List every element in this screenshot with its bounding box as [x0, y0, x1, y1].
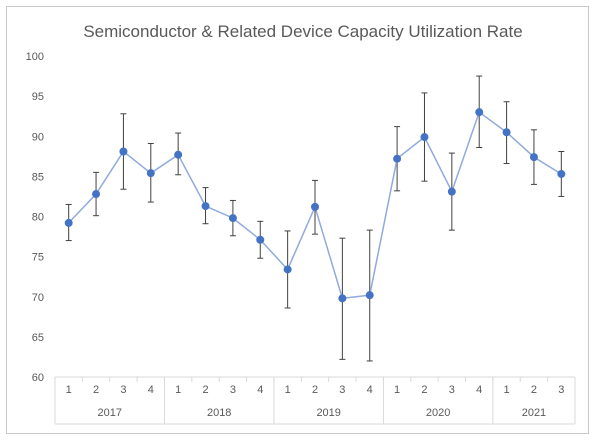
x-tick-label: 2 — [421, 384, 427, 396]
data-point — [228, 214, 237, 223]
data-point — [283, 265, 292, 274]
y-tick-label: 95 — [32, 91, 44, 103]
data-point — [64, 218, 73, 227]
x-tick-label: 1 — [175, 384, 181, 396]
data-point — [201, 202, 210, 211]
x-tick-label: 3 — [449, 384, 455, 396]
data-point — [529, 153, 538, 162]
error-bars — [65, 75, 565, 362]
x-tick-label: 1 — [504, 384, 510, 396]
data-points — [64, 108, 566, 303]
data-point — [146, 169, 155, 178]
x-tick-label: 2 — [531, 384, 537, 396]
x-tick-label: 2 — [312, 384, 318, 396]
data-point — [557, 169, 566, 178]
x-tick-label: 1 — [394, 384, 400, 396]
y-axis: 60 65 70 75 80 85 90 95 100 — [26, 51, 44, 384]
y-tick-label: 75 — [32, 252, 44, 264]
x-tick-label: 4 — [148, 384, 154, 396]
x-tick-label: 3 — [558, 384, 564, 396]
x-tick-label: 4 — [476, 384, 482, 396]
x-tick-labels: 1 2 3 4 1 2 3 4 1 2 3 4 1 2 3 4 1 2 3 — [66, 384, 565, 396]
y-tick-label: 100 — [26, 51, 44, 63]
x-tick-label: 3 — [120, 384, 126, 396]
data-point — [420, 133, 429, 142]
data-point — [502, 128, 511, 137]
data-point — [119, 147, 128, 156]
x-group-label: 2018 — [207, 407, 231, 419]
data-point — [174, 150, 183, 159]
x-group-label: 2017 — [97, 407, 121, 419]
x-tick-label: 2 — [202, 384, 208, 396]
data-point — [475, 108, 484, 117]
chart-frame — [6, 6, 589, 434]
y-tick-label: 80 — [32, 212, 44, 224]
y-tick-label: 65 — [32, 332, 44, 344]
x-tick-label: 4 — [367, 384, 373, 396]
x-tick-label: 4 — [257, 384, 263, 396]
x-tick-label: 3 — [339, 384, 345, 396]
x-group-labels: 2017 2018 2019 2020 2021 — [97, 407, 546, 419]
data-point — [447, 187, 456, 196]
y-tick-label: 60 — [32, 372, 44, 384]
chart-title: Semiconductor & Related Device Capacity … — [83, 22, 522, 41]
x-group-label: 2019 — [316, 407, 340, 419]
x-axis — [54, 376, 576, 425]
data-point — [311, 202, 319, 211]
x-tick-label: 1 — [285, 384, 291, 396]
data-point — [92, 190, 101, 199]
y-tick-label: 85 — [32, 171, 44, 183]
data-point — [365, 291, 374, 300]
data-point — [393, 154, 402, 163]
y-tick-label: 70 — [32, 292, 44, 304]
y-tick-label: 90 — [32, 131, 44, 143]
data-point — [256, 235, 265, 244]
data-point — [338, 294, 347, 303]
x-tick-label: 2 — [93, 384, 99, 396]
x-group-label: 2021 — [522, 407, 546, 419]
x-tick-label: 1 — [66, 384, 72, 396]
x-group-label: 2020 — [426, 407, 450, 419]
x-tick-label: 3 — [230, 384, 236, 396]
